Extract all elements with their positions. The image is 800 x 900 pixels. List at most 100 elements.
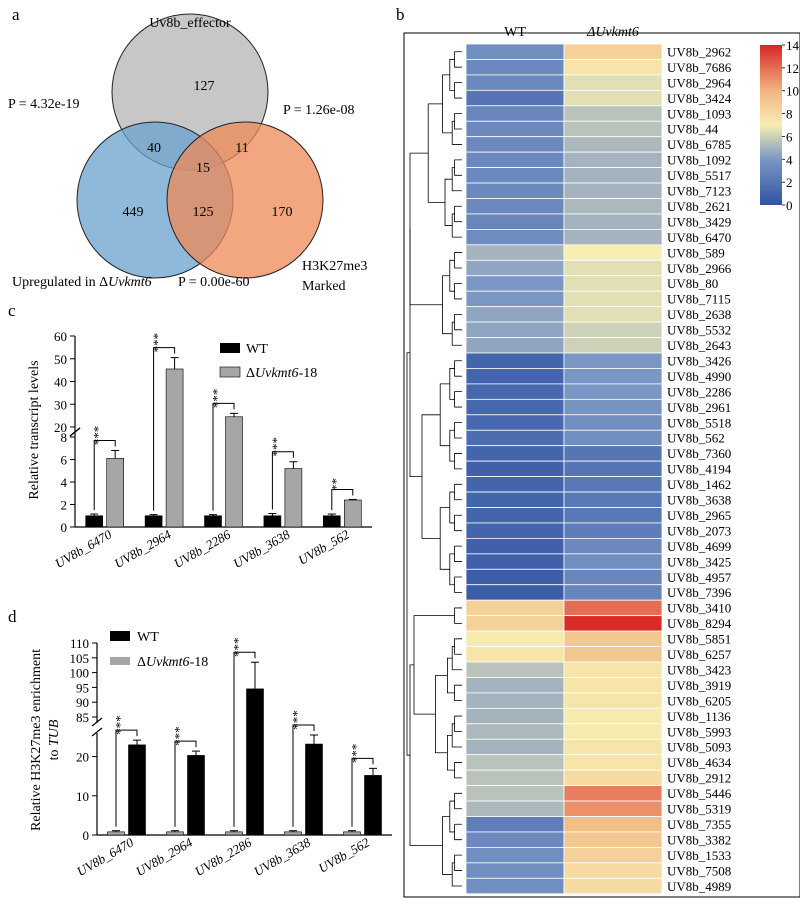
gene-label-uv8b-3638: UV8b_3638 bbox=[667, 493, 731, 508]
cell-mutant-uv8b-2643 bbox=[563, 337, 663, 354]
x-tick-label-uv8b-2964: UV8b_2964 bbox=[133, 834, 195, 879]
dendrogram-branch bbox=[454, 360, 462, 377]
bar--uvkmt6-18-uv8b-3638 bbox=[284, 468, 303, 528]
venn-count-left-right: 125 bbox=[193, 205, 214, 220]
bar-wt-uv8b-6470 bbox=[85, 515, 103, 528]
cell-mutant-uv8b-3423 bbox=[563, 661, 663, 678]
cell-wt-uv8b-3638 bbox=[465, 491, 565, 508]
venn-label-upregulated: Upregulated in ΔUvkmt6 bbox=[12, 275, 152, 290]
venn-label-effector: Uv8b_effector bbox=[149, 16, 231, 31]
gene-label-uv8b-3424: UV8b_3424 bbox=[667, 91, 732, 106]
cell-mutant-uv8b-5532 bbox=[563, 321, 663, 338]
gene-label-uv8b-589: UV8b_589 bbox=[667, 245, 725, 260]
gene-label-uv8b-5517: UV8b_5517 bbox=[667, 168, 732, 183]
dendrogram-branch bbox=[454, 205, 462, 223]
gene-label-uv8b-7123: UV8b_7123 bbox=[667, 184, 731, 199]
dendrogram-branch bbox=[409, 152, 443, 306]
dendrogram-branch bbox=[449, 800, 455, 833]
legend-label-mutant: ΔUvkmt6-18 bbox=[137, 655, 208, 670]
gene-label-uv8b-6257: UV8b_6257 bbox=[667, 647, 732, 662]
cell-wt-uv8b-3429 bbox=[465, 213, 565, 230]
cell-wt-uv8b-2286 bbox=[465, 383, 565, 400]
dendrogram-branch bbox=[454, 684, 462, 702]
significance-label: *** bbox=[269, 437, 284, 457]
significance-label: *** bbox=[210, 389, 225, 409]
cell-mutant-uv8b-4990 bbox=[563, 368, 663, 385]
legend-swatch-wt bbox=[220, 343, 240, 353]
axis-break-mark bbox=[69, 427, 81, 437]
x-tick-label-uv8b-3638: UV8b_3638 bbox=[251, 834, 313, 879]
bar--uvkmt6-18-uv8b-6470 bbox=[107, 831, 125, 836]
colorbar-tick-label: 10 bbox=[786, 84, 799, 99]
dendrogram-branch bbox=[447, 734, 455, 771]
gene-label-uv8b-3425: UV8b_3425 bbox=[667, 554, 731, 569]
dendrogram-branch bbox=[454, 762, 462, 779]
cell-wt-uv8b-3425 bbox=[465, 553, 565, 570]
gene-label-uv8b-7115: UV8b_7115 bbox=[667, 292, 731, 307]
bar-wt-uv8b-562 bbox=[364, 775, 382, 836]
cell-mutant-uv8b-3410 bbox=[563, 599, 663, 617]
significance-label: *** bbox=[150, 333, 165, 353]
significance-bracket bbox=[115, 729, 138, 827]
cell-mutant-uv8b-3382 bbox=[563, 831, 663, 848]
venn-count-all: 15 bbox=[196, 161, 210, 176]
cell-mutant-uv8b-7360 bbox=[563, 445, 663, 462]
dendrogram-branch bbox=[454, 483, 462, 501]
dendrogram-branch bbox=[454, 51, 462, 68]
significance-label: *** bbox=[290, 710, 305, 730]
significance-label: *** bbox=[172, 726, 187, 746]
dendrogram-branch bbox=[449, 59, 455, 91]
dendrogram-branch bbox=[447, 657, 455, 694]
cell-wt-uv8b-3423 bbox=[465, 661, 565, 678]
cell-wt-uv8b-44 bbox=[465, 120, 565, 138]
legend-suffix: -18 bbox=[299, 366, 318, 381]
x-tick-label-uv8b-562: UV8b_562 bbox=[296, 526, 353, 567]
gene-label-uv8b-1136: UV8b_1136 bbox=[667, 709, 731, 724]
cell-wt-uv8b-2912 bbox=[465, 769, 565, 787]
gene-label-uv8b-3429: UV8b_3429 bbox=[667, 214, 731, 229]
cell-wt-uv8b-2962 bbox=[465, 43, 565, 60]
colorbar bbox=[760, 45, 782, 205]
cell-wt-uv8b-5993 bbox=[465, 723, 565, 740]
cell-mutant-uv8b-8294 bbox=[563, 615, 663, 632]
heatmap: WT ΔUvkmt6UV8b_2962UV8b_7686UV8b_2964UV8b… bbox=[403, 25, 800, 898]
cell-wt-uv8b-3919 bbox=[465, 677, 565, 694]
cell-mutant-uv8b-6470 bbox=[563, 228, 663, 246]
y-axis-label: Relative transcript levels bbox=[27, 360, 42, 499]
venn-p-top-left: P = 4.32e-19 bbox=[8, 97, 80, 112]
cell-wt-uv8b-2073 bbox=[465, 522, 565, 539]
cell-wt-uv8b-7115 bbox=[465, 290, 565, 308]
cell-wt-uv8b-7360 bbox=[465, 445, 565, 462]
gene-label-uv8b-2638: UV8b_2638 bbox=[667, 307, 731, 322]
cell-wt-uv8b-5532 bbox=[465, 321, 565, 338]
significance-bracket bbox=[331, 488, 354, 511]
cell-mutant-uv8b-5093 bbox=[563, 738, 663, 756]
cell-wt-uv8b-4634 bbox=[465, 754, 565, 771]
significance-bracket bbox=[351, 757, 374, 827]
gene-label-uv8b-3426: UV8b_3426 bbox=[667, 353, 732, 368]
dendrogram-branch bbox=[449, 491, 455, 524]
y-tick-label: 40 bbox=[54, 375, 67, 390]
dendrogram-branch bbox=[449, 553, 455, 586]
cell-wt-uv8b-8294 bbox=[465, 615, 565, 632]
gene-label-uv8b-562: UV8b_562 bbox=[667, 431, 725, 446]
axis-break-mark bbox=[91, 717, 103, 727]
dendrogram-branch bbox=[454, 545, 462, 562]
dendrogram-branch bbox=[454, 453, 462, 470]
y-tick-label: 8 bbox=[61, 430, 68, 445]
cell-wt-uv8b-589 bbox=[465, 244, 565, 261]
gene-label-uv8b-7396: UV8b_7396 bbox=[667, 585, 732, 600]
cell-wt-uv8b-7396 bbox=[465, 584, 565, 601]
gene-label-uv8b-4990: UV8b_4990 bbox=[667, 369, 731, 384]
gene-label-uv8b-2966: UV8b_2966 bbox=[667, 261, 732, 276]
y-tick-label: 20 bbox=[54, 420, 67, 435]
cell-wt-uv8b-4990 bbox=[465, 368, 565, 385]
panel-b-label: b bbox=[396, 5, 405, 24]
legend-prefix: Δ bbox=[137, 655, 146, 670]
gene-label-uv8b-3919: UV8b_3919 bbox=[667, 678, 731, 693]
cell-wt-uv8b-6205 bbox=[465, 692, 565, 709]
cell-mutant-uv8b-5851 bbox=[563, 630, 663, 647]
dendrogram-branch bbox=[439, 507, 450, 570]
y-tick-label: 95 bbox=[76, 680, 89, 695]
gene-label-uv8b-5446: UV8b_5446 bbox=[667, 786, 732, 801]
